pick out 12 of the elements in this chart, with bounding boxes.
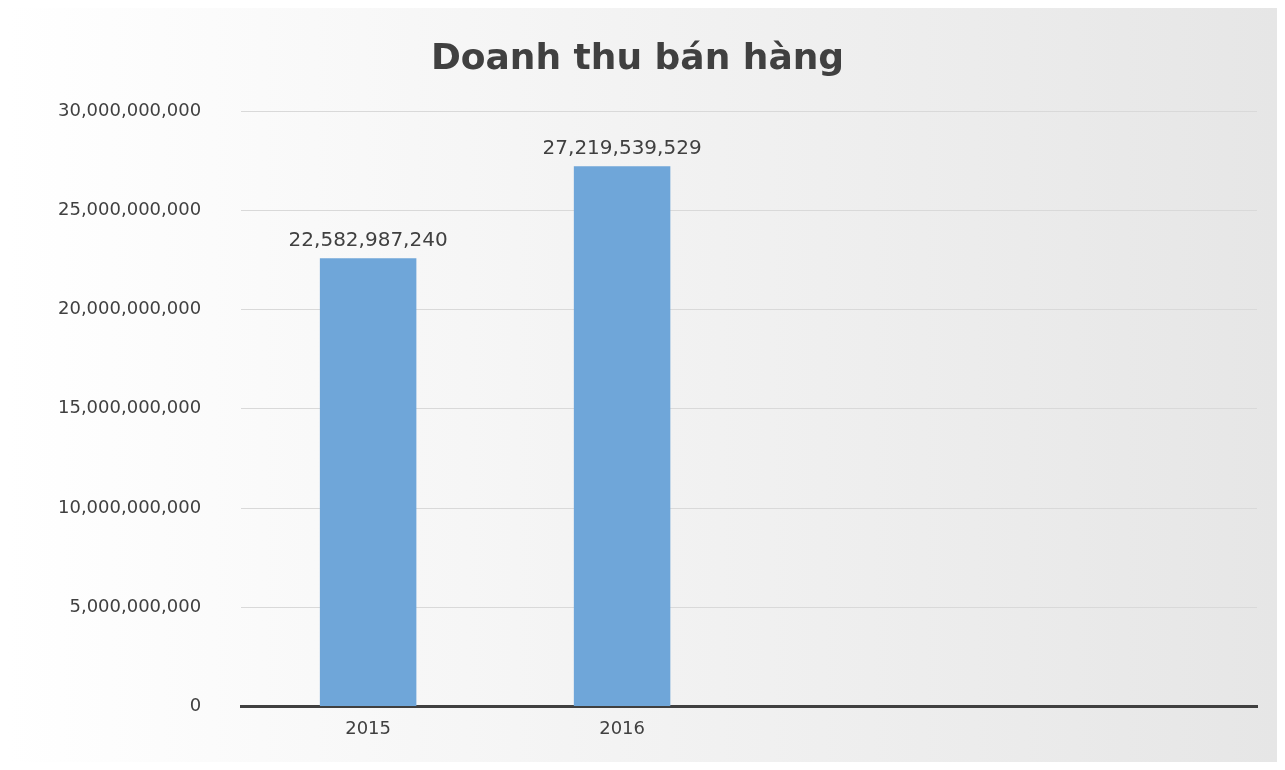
data-label: 27,219,539,529 xyxy=(542,134,702,159)
y-tick-label: 15,000,000,000 xyxy=(58,396,202,418)
chart-title: Doanh thu bán hàng xyxy=(430,35,845,77)
y-tick-label: 5,000,000,000 xyxy=(69,594,202,616)
y-tick-label: 20,000,000,000 xyxy=(58,297,202,319)
x-tick-label: 2016 xyxy=(599,716,645,738)
y-tick-label: 10,000,000,000 xyxy=(58,495,202,517)
y-tick-label: 0 xyxy=(189,694,202,716)
data-label: 22,582,987,240 xyxy=(288,226,448,251)
y-tick-label: 25,000,000,000 xyxy=(58,198,202,220)
x-tick-label: 2015 xyxy=(345,716,392,738)
y-tick-label: 30,000,000,000 xyxy=(58,98,202,120)
